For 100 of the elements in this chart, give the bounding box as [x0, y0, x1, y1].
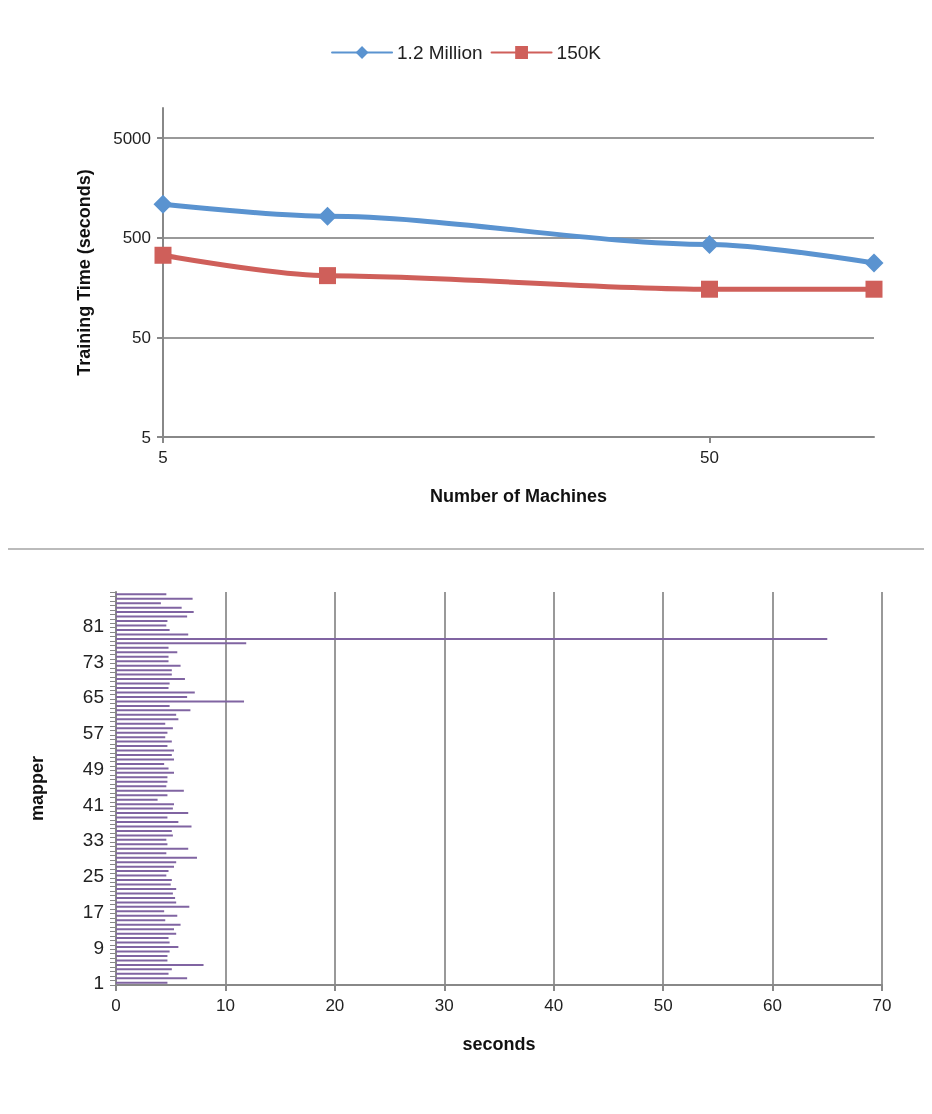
bar — [116, 829, 172, 832]
y-tick-label: 65 — [82, 686, 104, 708]
bar — [116, 745, 168, 748]
bar — [116, 825, 192, 828]
bar — [116, 981, 168, 984]
bar — [116, 914, 178, 917]
bar — [116, 687, 169, 690]
y-tick-label: 81 — [82, 614, 104, 636]
bar — [116, 704, 170, 707]
x-tick-label: 10 — [215, 996, 235, 1015]
bar — [116, 758, 174, 761]
legend-label: 150K — [556, 42, 602, 63]
x-tick-label: 50 — [653, 996, 673, 1015]
bar — [116, 870, 169, 873]
bar — [116, 620, 168, 623]
bar — [116, 593, 167, 596]
bar — [116, 905, 190, 908]
bar — [116, 923, 181, 926]
bar — [116, 642, 247, 645]
bar — [116, 597, 193, 600]
bar — [116, 664, 181, 667]
bar — [116, 615, 188, 618]
y-tick-label: 9 — [93, 936, 104, 958]
bar — [116, 950, 170, 953]
bar — [116, 803, 174, 806]
bar — [116, 678, 185, 681]
bar — [116, 847, 189, 850]
bar — [116, 695, 188, 698]
bar — [116, 910, 165, 913]
bar — [116, 713, 177, 716]
bar — [116, 834, 173, 837]
y-tick-label: 500 — [122, 228, 151, 248]
bar — [116, 968, 172, 971]
y-tick-label: 57 — [82, 722, 104, 744]
bar — [116, 941, 170, 944]
bar — [116, 816, 168, 819]
bar — [116, 771, 174, 774]
bar — [116, 972, 169, 975]
bar — [116, 919, 166, 922]
bar — [116, 731, 168, 734]
bar — [116, 628, 170, 631]
y-tick-label: 5000 — [113, 128, 151, 148]
bar — [116, 780, 168, 783]
bar — [116, 655, 169, 658]
bar — [116, 633, 189, 636]
y-tick-label: 50 — [132, 327, 151, 347]
bar — [116, 740, 172, 743]
bar — [116, 727, 173, 730]
x-axis-title: seconds — [462, 1034, 536, 1054]
x-tick-label: 20 — [325, 996, 345, 1015]
bar — [116, 624, 167, 627]
bar — [116, 754, 172, 757]
x-axis-title: Number of Machines — [429, 486, 608, 506]
bar — [116, 682, 170, 685]
bar — [116, 646, 169, 649]
legend-label: 1.2 Million — [397, 42, 483, 63]
bar — [116, 637, 828, 640]
bar — [116, 762, 165, 765]
bar — [116, 722, 166, 725]
bar — [116, 611, 194, 614]
bar — [116, 896, 176, 899]
bar — [116, 861, 177, 864]
bar — [116, 700, 245, 703]
bar — [116, 812, 189, 815]
y-tick-label: 41 — [82, 793, 104, 815]
bar — [116, 736, 166, 739]
bar — [116, 963, 204, 966]
y-axis-title: mapper — [27, 755, 47, 822]
bar — [116, 838, 167, 841]
bar — [116, 843, 168, 846]
bar — [116, 691, 195, 694]
bar — [116, 606, 182, 609]
bar — [116, 709, 191, 712]
x-tick-label: 0 — [111, 996, 121, 1015]
y-tick-label: 17 — [82, 900, 104, 922]
bar — [116, 892, 173, 895]
bar — [116, 865, 174, 868]
y-axis-title: Training Time (seconds) — [74, 169, 94, 376]
bar — [116, 932, 177, 935]
bar — [116, 776, 168, 779]
bar — [116, 879, 172, 882]
bar — [116, 673, 172, 676]
y-tick-label: 1 — [93, 972, 104, 994]
x-tick-label: 60 — [763, 996, 783, 1015]
bar — [116, 856, 197, 859]
y-tick-label: 49 — [82, 757, 104, 779]
bar — [116, 887, 177, 890]
bar — [116, 928, 174, 931]
bar — [116, 937, 169, 940]
bar — [116, 660, 169, 663]
bar — [116, 749, 174, 752]
bar — [116, 718, 179, 721]
bar — [116, 852, 167, 855]
bar — [116, 651, 178, 654]
bar — [116, 959, 168, 962]
bar — [116, 977, 188, 980]
bar — [116, 946, 179, 949]
bar — [116, 785, 167, 788]
bar — [116, 807, 173, 810]
bar — [116, 820, 179, 823]
